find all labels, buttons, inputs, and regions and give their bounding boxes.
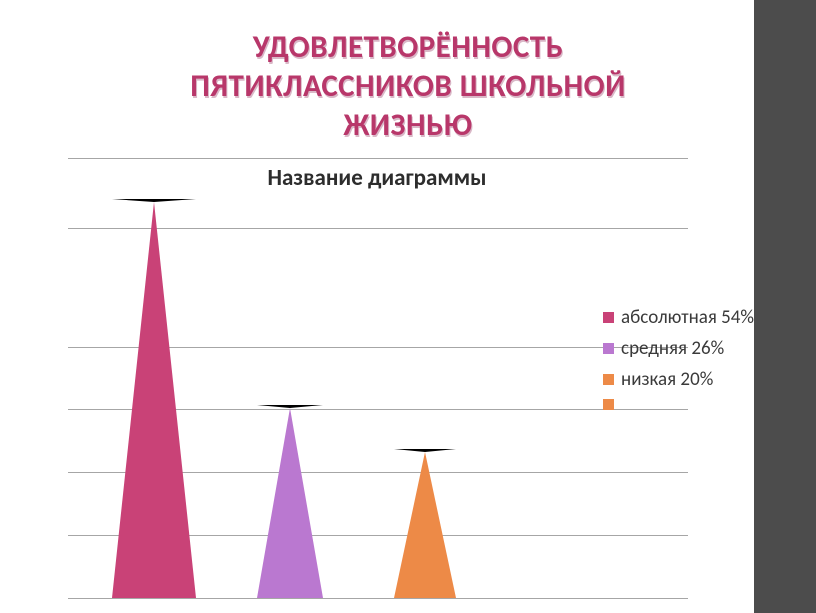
legend-swatch-icon bbox=[603, 312, 614, 323]
legend-label: средняя 26% bbox=[621, 337, 724, 360]
title-line-1: Удовлетворённость bbox=[0, 28, 816, 67]
legend-swatch-icon bbox=[603, 374, 614, 385]
cone-series-2 bbox=[394, 449, 456, 598]
legend-swatch-icon bbox=[603, 399, 614, 410]
legend-label: низкая 20% bbox=[621, 368, 713, 391]
legend-swatch-icon bbox=[603, 343, 614, 354]
cone-series-0 bbox=[112, 199, 196, 598]
gridline bbox=[68, 598, 688, 599]
legend-label: абсолютная 54% bbox=[621, 306, 754, 329]
title-line-2: пятиклассников школьной bbox=[0, 67, 816, 106]
slide-title: Удовлетворённость пятиклассников школьно… bbox=[0, 0, 816, 150]
plot-area bbox=[68, 158, 688, 598]
chart-container: Название диаграммы абсолютная 54% средняя… bbox=[0, 158, 754, 598]
legend: абсолютная 54% средняя 26% низкая 20% bbox=[603, 306, 754, 418]
chart-subtitle: Название диаграммы bbox=[0, 164, 754, 192]
legend-item-0: абсолютная 54% bbox=[603, 306, 754, 329]
gridline bbox=[68, 158, 688, 159]
legend-item-3 bbox=[603, 399, 754, 410]
title-line-3: жизнью bbox=[0, 106, 816, 145]
legend-item-2: низкая 20% bbox=[603, 368, 754, 391]
cone-series-1 bbox=[257, 405, 323, 598]
legend-item-1: средняя 26% bbox=[603, 337, 754, 360]
